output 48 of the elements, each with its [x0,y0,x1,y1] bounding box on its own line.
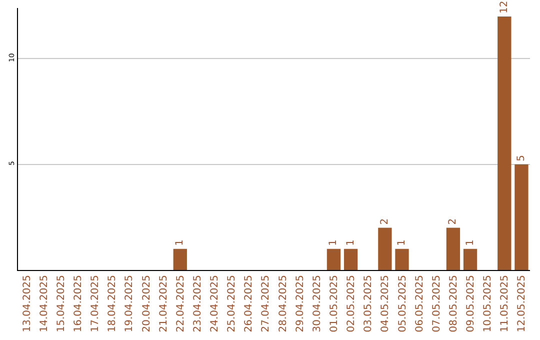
x-tick-label: 17.04.2025 [90,275,102,332]
data-label: 1 [396,239,408,246]
x-tick-label: 04.05.2025 [380,275,392,332]
x-tick-label: 03.05.2025 [363,275,374,332]
x-tick-label: 24.04.2025 [210,275,221,332]
x-tick-label: 23.04.2025 [192,275,204,332]
data-label: 2 [379,218,390,225]
x-tick-label: 27.04.2025 [260,275,272,332]
x-tick-label: 06.05.2025 [414,275,426,332]
data-label: 1 [174,239,186,246]
x-tick-label: 13.04.2025 [22,275,33,332]
x-tick-label: 28.04.2025 [278,275,289,332]
x-tick-label: 05.05.2025 [397,275,408,332]
x-tick-label: 15.04.2025 [56,275,67,332]
x-tick-label: 29.04.2025 [294,275,306,332]
bar [344,248,358,270]
x-tick-label: 18.04.2025 [107,275,118,332]
bar [326,248,341,270]
x-tick-label: 22.04.2025 [175,275,186,332]
x-tick-label: 01.05.2025 [328,275,340,332]
x-tick-label: 10.05.2025 [482,275,494,332]
x-tick-label: 09.05.2025 [466,275,477,332]
data-label: 2 [448,218,459,225]
data-label: 1 [345,239,356,246]
data-label: 5 [516,154,527,162]
x-tick-label: 02.05.2025 [346,275,358,332]
x-tick-label: 20.04.2025 [141,275,152,332]
x-tick-label: 16.04.2025 [72,275,84,332]
x-tick-label: 07.05.2025 [431,275,442,332]
bar [378,228,392,270]
x-tick-label: 14.04.2025 [38,275,50,332]
x-tick-label: 30.04.2025 [312,275,323,332]
x-tick-label: 08.05.2025 [448,275,460,332]
x-tick-label: 12.05.2025 [516,275,528,332]
data-label: 1 [328,239,340,246]
bar [173,248,187,270]
bar [446,228,460,270]
bar [463,248,478,270]
data-label: 1 [464,239,476,246]
data-label: 12 [498,0,510,14]
bar [498,16,512,270]
x-tick-label: 11.05.2025 [500,275,511,332]
x-tick-label: 26.04.2025 [244,275,255,332]
bar [514,164,528,270]
x-tick-label: 25.04.2025 [226,275,238,332]
x-tick-label: 21.04.2025 [158,275,170,332]
bar [395,248,409,270]
x-tick-label: 19.04.2025 [124,275,136,332]
